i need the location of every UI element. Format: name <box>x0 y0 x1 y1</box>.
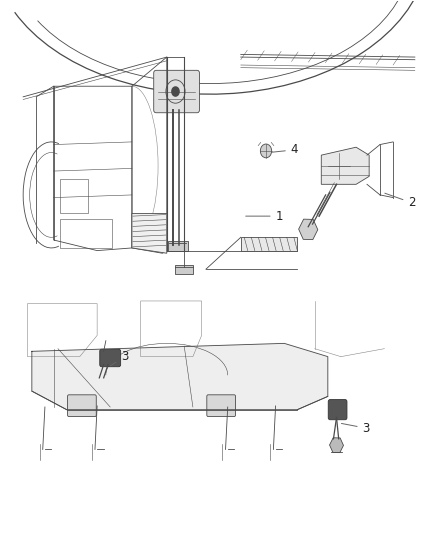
FancyBboxPatch shape <box>328 400 347 419</box>
Text: 1: 1 <box>246 209 283 223</box>
Text: 2: 2 <box>385 193 416 209</box>
FancyBboxPatch shape <box>100 349 120 367</box>
Polygon shape <box>32 343 328 410</box>
Bar <box>168 241 187 251</box>
Bar <box>176 265 193 274</box>
Bar <box>60 179 88 214</box>
Text: 3: 3 <box>110 350 128 366</box>
Polygon shape <box>241 237 297 251</box>
Polygon shape <box>132 214 167 253</box>
FancyBboxPatch shape <box>154 70 199 113</box>
FancyBboxPatch shape <box>67 395 96 417</box>
Circle shape <box>171 86 180 97</box>
Text: 3: 3 <box>341 422 370 435</box>
Text: 4: 4 <box>272 143 298 156</box>
Polygon shape <box>321 147 369 184</box>
FancyBboxPatch shape <box>207 395 236 417</box>
Bar <box>60 219 113 248</box>
Circle shape <box>260 144 272 158</box>
